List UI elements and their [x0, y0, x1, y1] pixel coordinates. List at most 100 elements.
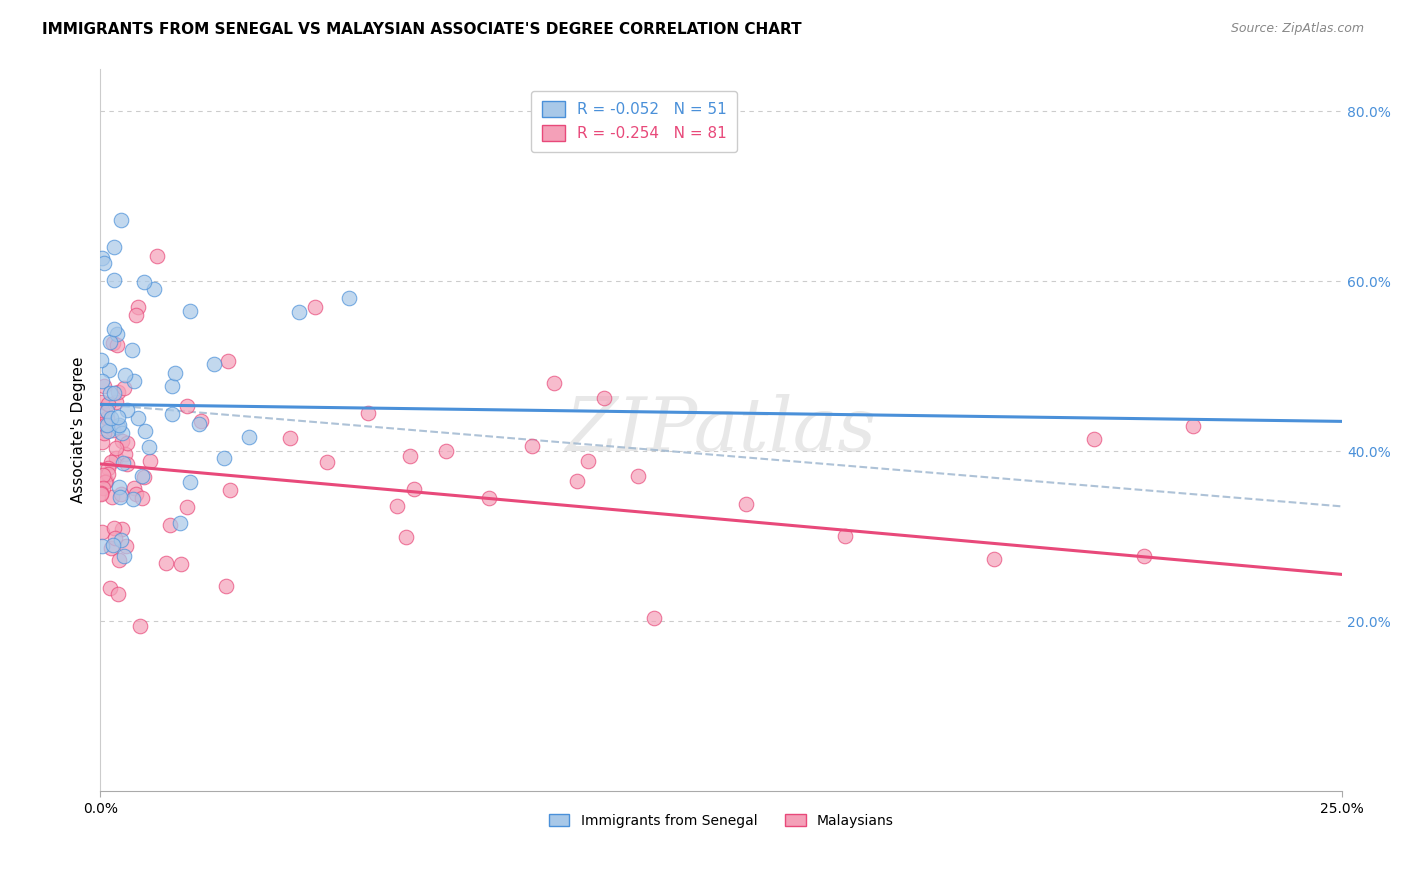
Point	[103, 385, 125, 400]
Point	[107, 384, 129, 399]
Point	[219, 483, 242, 498]
Point	[543, 376, 565, 390]
Point	[127, 300, 149, 314]
Point	[122, 492, 145, 507]
Point	[91, 395, 114, 409]
Point	[399, 449, 422, 463]
Point	[134, 424, 156, 438]
Point	[337, 291, 360, 305]
Point	[103, 322, 125, 336]
Point	[100, 411, 122, 425]
Point	[304, 300, 326, 314]
Point	[121, 343, 143, 357]
Point	[288, 305, 311, 319]
Point	[100, 541, 122, 555]
Point	[91, 481, 114, 495]
Point	[90, 435, 112, 450]
Point	[96, 411, 118, 425]
Point	[90, 352, 112, 367]
Point	[983, 551, 1005, 566]
Point	[110, 490, 132, 504]
Point	[160, 379, 183, 393]
Point	[96, 404, 118, 418]
Point	[134, 470, 156, 484]
Point	[93, 379, 115, 393]
Point	[111, 434, 134, 448]
Point	[627, 469, 650, 483]
Point	[316, 455, 339, 469]
Point	[110, 533, 132, 547]
Point	[131, 468, 153, 483]
Point	[131, 491, 153, 506]
Point	[179, 304, 201, 318]
Point	[122, 374, 145, 388]
Point	[107, 419, 129, 434]
Point	[110, 487, 132, 501]
Point	[478, 491, 501, 506]
Point	[108, 479, 131, 493]
Point	[107, 587, 129, 601]
Point	[1132, 549, 1154, 564]
Text: ZIPatlas: ZIPatlas	[565, 393, 877, 467]
Point	[139, 454, 162, 468]
Point	[104, 531, 127, 545]
Point	[124, 308, 146, 322]
Point	[129, 619, 152, 633]
Point	[138, 440, 160, 454]
Point	[103, 521, 125, 535]
Point	[143, 282, 166, 296]
Point	[1182, 419, 1205, 434]
Point	[190, 414, 212, 428]
Point	[105, 395, 128, 409]
Point	[108, 553, 131, 567]
Point	[593, 391, 616, 405]
Point	[122, 481, 145, 495]
Point	[105, 338, 128, 352]
Point	[163, 366, 186, 380]
Point	[114, 447, 136, 461]
Point	[115, 539, 138, 553]
Legend: Immigrants from Senegal, Malaysians: Immigrants from Senegal, Malaysians	[541, 807, 901, 835]
Point	[217, 354, 239, 368]
Point	[90, 485, 112, 500]
Point	[202, 357, 225, 371]
Point	[1083, 432, 1105, 446]
Point	[96, 475, 118, 489]
Point	[565, 474, 588, 488]
Point	[117, 403, 139, 417]
Point	[155, 556, 177, 570]
Point	[159, 517, 181, 532]
Point	[94, 475, 117, 490]
Point	[115, 457, 138, 471]
Point	[97, 424, 120, 438]
Point	[91, 374, 114, 388]
Point	[357, 406, 380, 420]
Point	[214, 579, 236, 593]
Point	[101, 490, 124, 504]
Point	[108, 417, 131, 432]
Point	[91, 251, 114, 265]
Point	[434, 444, 457, 458]
Point	[103, 240, 125, 254]
Point	[395, 530, 418, 544]
Point	[90, 486, 112, 500]
Point	[385, 499, 408, 513]
Point	[100, 455, 122, 469]
Point	[105, 326, 128, 341]
Point	[107, 410, 129, 425]
Point	[97, 467, 120, 482]
Point	[214, 451, 236, 466]
Point	[98, 334, 121, 349]
Point	[132, 276, 155, 290]
Point	[576, 454, 599, 468]
Point	[101, 423, 124, 437]
Point	[112, 456, 135, 470]
Point	[176, 399, 198, 413]
Point	[735, 497, 758, 511]
Point	[111, 522, 134, 536]
Y-axis label: Associate's Degree: Associate's Degree	[72, 357, 86, 503]
Text: IMMIGRANTS FROM SENEGAL VS MALAYSIAN ASSOCIATE'S DEGREE CORRELATION CHART: IMMIGRANTS FROM SENEGAL VS MALAYSIAN ASS…	[42, 22, 801, 37]
Point	[104, 442, 127, 456]
Point	[188, 417, 211, 432]
Point	[110, 213, 132, 227]
